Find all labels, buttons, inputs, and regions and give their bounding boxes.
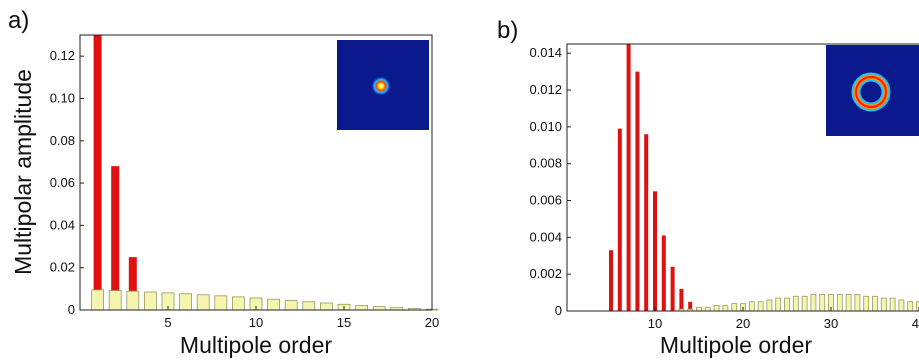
panel-b-y-tick-label: 0.014 bbox=[529, 45, 562, 60]
panel-a-yellow-bar bbox=[108, 290, 122, 311]
panel-b-yellow-bar bbox=[757, 301, 764, 312]
panel-a-red-bar bbox=[128, 257, 137, 310]
panel-b-x-tick-label: 10 bbox=[648, 316, 662, 331]
panel-b-yellow-bar bbox=[907, 301, 914, 312]
panel-b-y-tick-label: 0.006 bbox=[529, 193, 562, 208]
panel-b-inset-ring-core bbox=[855, 76, 887, 108]
panel-a-y-tick-label: 0.06 bbox=[50, 175, 75, 190]
panel-a-yellow-bar bbox=[196, 294, 210, 311]
panel-a-y-tick-label: 0.04 bbox=[50, 217, 75, 232]
panel-a-yellow-bar bbox=[143, 291, 157, 311]
panel-a-y-tick-label: 0.10 bbox=[50, 90, 75, 105]
panel-b-red-bar bbox=[688, 301, 693, 311]
panel-b-y-tick-label: 0 bbox=[555, 303, 562, 318]
panel-b-y-tick-label: 0.010 bbox=[529, 119, 562, 134]
panel-b-yellow-bar bbox=[819, 294, 826, 312]
panel-b-y-tick-label: 0.004 bbox=[529, 229, 562, 244]
panel-a-yellow-bar bbox=[91, 289, 104, 311]
panel-b-yellow-bar bbox=[845, 294, 852, 312]
panel-b-y-tick-label: 0.012 bbox=[529, 82, 562, 97]
panel-b-red-bar bbox=[644, 134, 649, 311]
panel-b-yellow-bar bbox=[889, 297, 896, 312]
panel-a-yellow-bar bbox=[231, 296, 245, 311]
panel-a-chart: a) 5 10 15 20 0 0.02 0.04 0.06 0.08 0.10 0.12 Mul… bbox=[8, 7, 439, 358]
panel-b-yellow-bar bbox=[801, 295, 808, 312]
panel-a-inset-spot-glow bbox=[371, 76, 391, 96]
panel-a-y-ticks: 0 0.02 0.04 0.06 0.08 0.10 0.12 bbox=[50, 48, 84, 317]
panel-b-y-tick-label: 0.008 bbox=[529, 156, 562, 171]
panel-a-y-tick-label: 0.12 bbox=[50, 48, 75, 63]
panel-a-x-axis-title: Multipole order bbox=[180, 332, 332, 358]
panel-b-yellow-bar bbox=[766, 299, 773, 312]
panel-b-red-bar bbox=[617, 128, 622, 311]
panel-a-x-tick-label: 15 bbox=[337, 315, 351, 330]
panel-b-x-axis-title: Multipole order bbox=[660, 332, 812, 358]
panel-a-x-tick-label: 10 bbox=[249, 315, 263, 330]
panel-b-inset-background bbox=[826, 45, 919, 136]
panel-b-y-ticks: 0 0.002 0.004 0.006 0.008 0.010 0.012 0.014 bbox=[529, 45, 571, 318]
panel-b-yellow-bar bbox=[916, 301, 919, 312]
panel-b-yellow-bar bbox=[872, 295, 878, 312]
panel-a-bars bbox=[91, 35, 439, 311]
panel-a-y-tick-label: 0.08 bbox=[50, 133, 75, 148]
panel-b-yellow-bar bbox=[863, 295, 870, 312]
panel-b-yellow-bar bbox=[898, 299, 905, 312]
panel-b-red-bar bbox=[653, 191, 657, 311]
panel-b-inset-ring bbox=[826, 45, 919, 136]
panel-a-x-tick-label: 20 bbox=[425, 315, 439, 330]
panel-a-inset-spot bbox=[337, 40, 429, 130]
panel-b-red-bar bbox=[609, 250, 613, 311]
panel-b-yellow-bar bbox=[810, 294, 817, 312]
panel-a-yellow-bar bbox=[267, 298, 281, 311]
panel-b-yellow-bar bbox=[696, 306, 702, 312]
panel-a-axes-frame bbox=[79, 34, 433, 311]
panel-b-yellow-bar bbox=[713, 305, 720, 312]
panel-b-yellow-bar bbox=[836, 294, 843, 312]
panel-a-y-tick-label: 0 bbox=[68, 302, 75, 317]
panel-b-yellow-bar bbox=[704, 306, 711, 312]
panel-a-yellow-bar bbox=[302, 301, 316, 311]
panel-b-axes-frame bbox=[566, 43, 919, 312]
panel-b-yellow-bar bbox=[784, 297, 790, 312]
panel-a-y-tick-label: 0.02 bbox=[50, 260, 75, 275]
panel-b-red-bar bbox=[661, 235, 666, 311]
panel-b-yellow-bar bbox=[722, 305, 729, 312]
panel-a-x-tick-label: 5 bbox=[164, 315, 171, 330]
panel-b-yellow-bar bbox=[775, 297, 782, 312]
panel-b-x-ticks: 10 20 30 40 bbox=[648, 307, 919, 331]
panel-b-yellow-bar bbox=[748, 301, 755, 312]
panel-a-yellow-bar bbox=[214, 295, 228, 311]
panel-a-red-bar bbox=[93, 35, 102, 310]
panel-b-red-bar bbox=[635, 71, 640, 312]
panel-b-letter: b) bbox=[497, 17, 518, 44]
panel-b-red-bar bbox=[626, 44, 631, 311]
panel-b-yellow-bar bbox=[880, 297, 887, 312]
panel-b-yellow-bar bbox=[854, 294, 861, 312]
panel-a-yellow-bar bbox=[372, 306, 386, 311]
panel-b-x-tick-label: 40 bbox=[912, 316, 919, 331]
panel-a-yellow-bar bbox=[355, 305, 369, 311]
panel-a-yellow-bar bbox=[284, 300, 298, 311]
panel-a-x-ticks: 5 10 15 20 bbox=[164, 306, 439, 330]
panel-b-x-tick-label: 30 bbox=[824, 316, 838, 331]
panel-b-y-tick-label: 0.002 bbox=[529, 266, 562, 281]
panel-a-yellow-bar bbox=[179, 293, 193, 311]
panel-a-red-bar bbox=[111, 166, 120, 310]
panel-b-chart: b) 10 20 30 40 0 0.002 0.004 0.006 0.008 0.010 0.… bbox=[497, 17, 919, 358]
panel-a-y-axis-title: Multipolar amplitude bbox=[10, 69, 36, 275]
panel-a-yellow-bar bbox=[319, 302, 333, 311]
panel-b-red-bar bbox=[670, 266, 675, 311]
panel-b-red-bar bbox=[679, 288, 684, 311]
panel-a-letter: a) bbox=[8, 7, 29, 34]
panel-b-x-tick-label: 20 bbox=[736, 316, 750, 331]
panel-b-yellow-bar bbox=[792, 295, 799, 312]
panel-a-yellow-bar bbox=[126, 290, 140, 311]
panel-b-yellow-bar bbox=[731, 303, 738, 312]
